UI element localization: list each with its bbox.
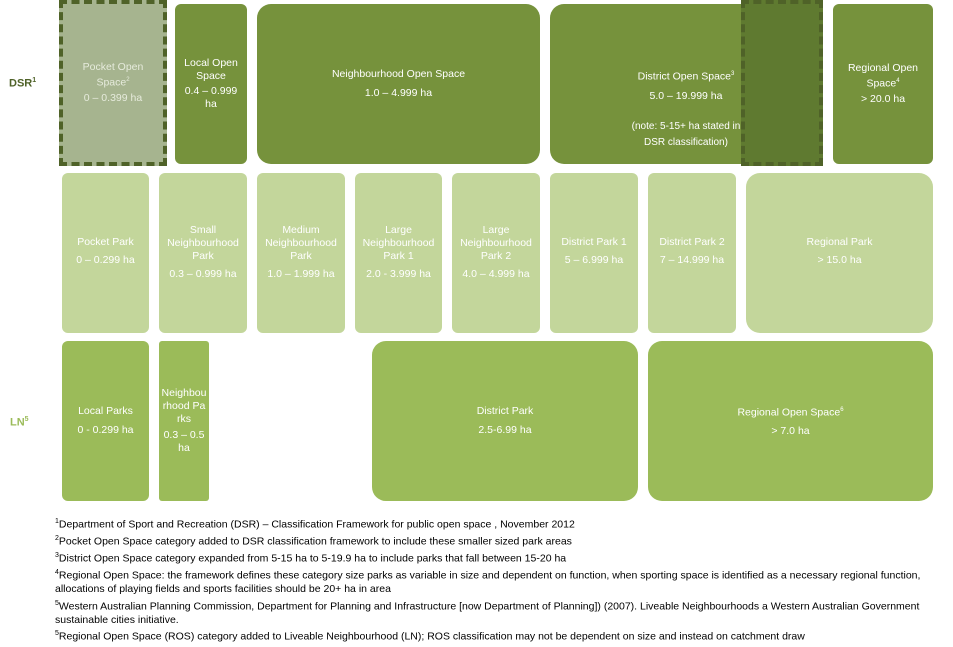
dsr-regional-overlap bbox=[741, 0, 823, 166]
park-large1-range: 2.0 - 3.999 ha bbox=[366, 268, 431, 280]
dsr-box-neighbourhood-open-space: Neighbourhood Open Space 1.0 – 4.999 ha bbox=[257, 4, 540, 164]
dsr-regional-range: > 20.0 ha bbox=[860, 92, 906, 105]
dsr-district-sup: 3 bbox=[731, 71, 735, 77]
dsr-pocket-sup: 2 bbox=[126, 77, 130, 84]
dsr-box-pocket-open-space: Pocket Open Space2 0 – 0.399 ha bbox=[59, 0, 167, 166]
park-box-district-park-2: District Park 2 7 – 14.999 ha bbox=[648, 173, 736, 333]
park-regional-name: Regional Park bbox=[806, 236, 873, 248]
footnote-4-sup: 4 bbox=[55, 569, 59, 576]
park-box-medium-neighbourhood-park: Medium Neighbourhood Park 1.0 – 1.999 ha bbox=[257, 173, 345, 333]
dsr-local-range: 0.4 – 0.999 ha bbox=[184, 85, 238, 110]
park-medium-range: 1.0 – 1.999 ha bbox=[267, 268, 335, 280]
footnote-3-sup: 3 bbox=[55, 552, 59, 559]
park-box-pocket-park: Pocket Park 0 – 0.299 ha bbox=[62, 173, 149, 333]
row-label-dsr: DSR1 bbox=[9, 77, 36, 90]
park-pocket-name: Pocket Park bbox=[77, 236, 134, 248]
park-box-large-neighbourhood-park-2: Large Neighbourhood Park 2 4.0 – 4.999 h… bbox=[452, 173, 540, 333]
ln-local-range: 0 - 0.299 ha bbox=[77, 424, 134, 436]
footnote-2-sup: 2 bbox=[55, 535, 59, 542]
footnote-3: 3District Open Space category expanded f… bbox=[55, 549, 950, 566]
ln-neighbourhood-name: Neighbourhood Parks bbox=[161, 387, 207, 425]
dsr-district-range: 5.0 – 19.999 ha bbox=[649, 89, 723, 102]
park-district1-name: District Park 1 bbox=[561, 236, 627, 248]
footnote-5-sup: 5 bbox=[55, 599, 59, 607]
dsr-pocket-range: 0 – 0.399 ha bbox=[83, 91, 143, 104]
park-large1-name: Large Neighbourhood Park 1 bbox=[362, 224, 435, 262]
ln-box-local-parks: Local Parks 0 - 0.299 ha bbox=[62, 341, 149, 501]
park-regional-range: > 15.0 ha bbox=[817, 254, 862, 266]
footnote-1-sup: 1 bbox=[55, 518, 59, 525]
dsr-district-name: District Open Space bbox=[637, 70, 732, 83]
dsr-neighbourhood-name: Neighbourhood Open Space bbox=[331, 68, 466, 80]
footnote-4-text: Regional Open Space: the framework defin… bbox=[55, 569, 921, 596]
park-box-regional-park: Regional Park > 15.0 ha bbox=[746, 173, 933, 333]
row-label-dsr-sup: 1 bbox=[32, 77, 37, 84]
row-label-ln-text: LN bbox=[10, 416, 25, 429]
dsr-regional-sup: 4 bbox=[896, 78, 900, 85]
footnote-6-sup: 5 bbox=[55, 630, 59, 637]
park-district2-range: 7 – 14.999 ha bbox=[659, 254, 725, 266]
ln-box-district-park: District Park 2.5-6.99 ha bbox=[372, 341, 638, 501]
footnote-4: 4Regional Open Space: the framework defi… bbox=[55, 566, 950, 597]
park-large2-name: Large Neighbourhood Park 2 bbox=[460, 224, 532, 262]
ln-regional-sup: 6 bbox=[840, 406, 844, 413]
park-pocket-range: 0 – 0.299 ha bbox=[76, 254, 135, 266]
footnote-3-text: District Open Space category expanded fr… bbox=[58, 552, 567, 565]
park-box-district-park-1: District Park 1 5 – 6.999 ha bbox=[550, 173, 638, 333]
ln-box-neighbourhood-parks: Neighbourhood Parks 0.3 – 0.5 ha bbox=[159, 341, 209, 501]
dsr-regional-name: Regional Open Space bbox=[847, 62, 919, 90]
footnote-2: 2Pocket Open Space category added to DSR… bbox=[55, 532, 950, 549]
park-district1-range: 5 – 6.999 ha bbox=[564, 254, 624, 266]
dsr-pocket-name: Pocket Open Space bbox=[82, 61, 144, 89]
row-label-ln-sup: 5 bbox=[24, 416, 29, 423]
park-large2-range: 4.0 – 4.999 ha bbox=[462, 268, 530, 280]
park-medium-name: Medium Neighbourhood Park bbox=[265, 224, 337, 262]
footnote-1: 1Department of Sport and Recreation (DSR… bbox=[55, 515, 950, 532]
ln-regional-name: Regional Open Space bbox=[737, 406, 841, 419]
row-label-ln: LN5 bbox=[10, 416, 29, 429]
dsr-box-local-open-space: Local Open Space 0.4 – 0.999 ha bbox=[175, 4, 247, 164]
footnote-6-text: Regional Open Space (ROS) category added… bbox=[58, 630, 805, 643]
ln-neighbourhood-range: 0.3 – 0.5 ha bbox=[163, 429, 205, 454]
row-label-dsr-text: DSR bbox=[9, 77, 33, 90]
dsr-district-note: (note: 5-15+ ha stated in DSR classifica… bbox=[631, 120, 741, 148]
dsr-neighbourhood-range: 1.0 – 4.999 ha bbox=[364, 87, 433, 99]
ln-district-range: 2.5-6.99 ha bbox=[478, 424, 532, 436]
ln-regional-range: > 7.0 ha bbox=[771, 425, 810, 438]
footnote-1-text: Department of Sport and Recreation (DSR)… bbox=[58, 518, 575, 531]
park-small-name: Small Neighbourhood Park bbox=[167, 224, 239, 262]
park-small-range: 0.3 – 0.999 ha bbox=[169, 268, 237, 280]
park-box-large-neighbourhood-park-1: Large Neighbourhood Park 1 2.0 - 3.999 h… bbox=[355, 173, 442, 333]
park-district2-name: District Park 2 bbox=[659, 236, 725, 248]
dsr-box-regional-open-space: Regional Open Space4 > 20.0 ha bbox=[833, 4, 933, 164]
ln-local-name: Local Parks bbox=[78, 405, 133, 417]
ln-box-regional-open-space: Regional Open Space6 > 7.0 ha bbox=[648, 341, 933, 501]
footnotes: 1Department of Sport and Recreation (DSR… bbox=[55, 515, 950, 644]
ln-district-name: District Park bbox=[476, 405, 534, 417]
park-box-small-neighbourhood-park: Small Neighbourhood Park 0.3 – 0.999 ha bbox=[159, 173, 247, 333]
footnote-6: 5Regional Open Space (ROS) category adde… bbox=[55, 627, 950, 644]
footnote-5-text: Western Australian Planning Commission, … bbox=[55, 600, 920, 626]
footnote-2-text: Pocket Open Space category added to DSR … bbox=[58, 535, 572, 548]
footnote-5: 5Western Australian Planning Commission,… bbox=[55, 597, 950, 628]
dsr-local-name: Local Open Space bbox=[184, 57, 238, 82]
